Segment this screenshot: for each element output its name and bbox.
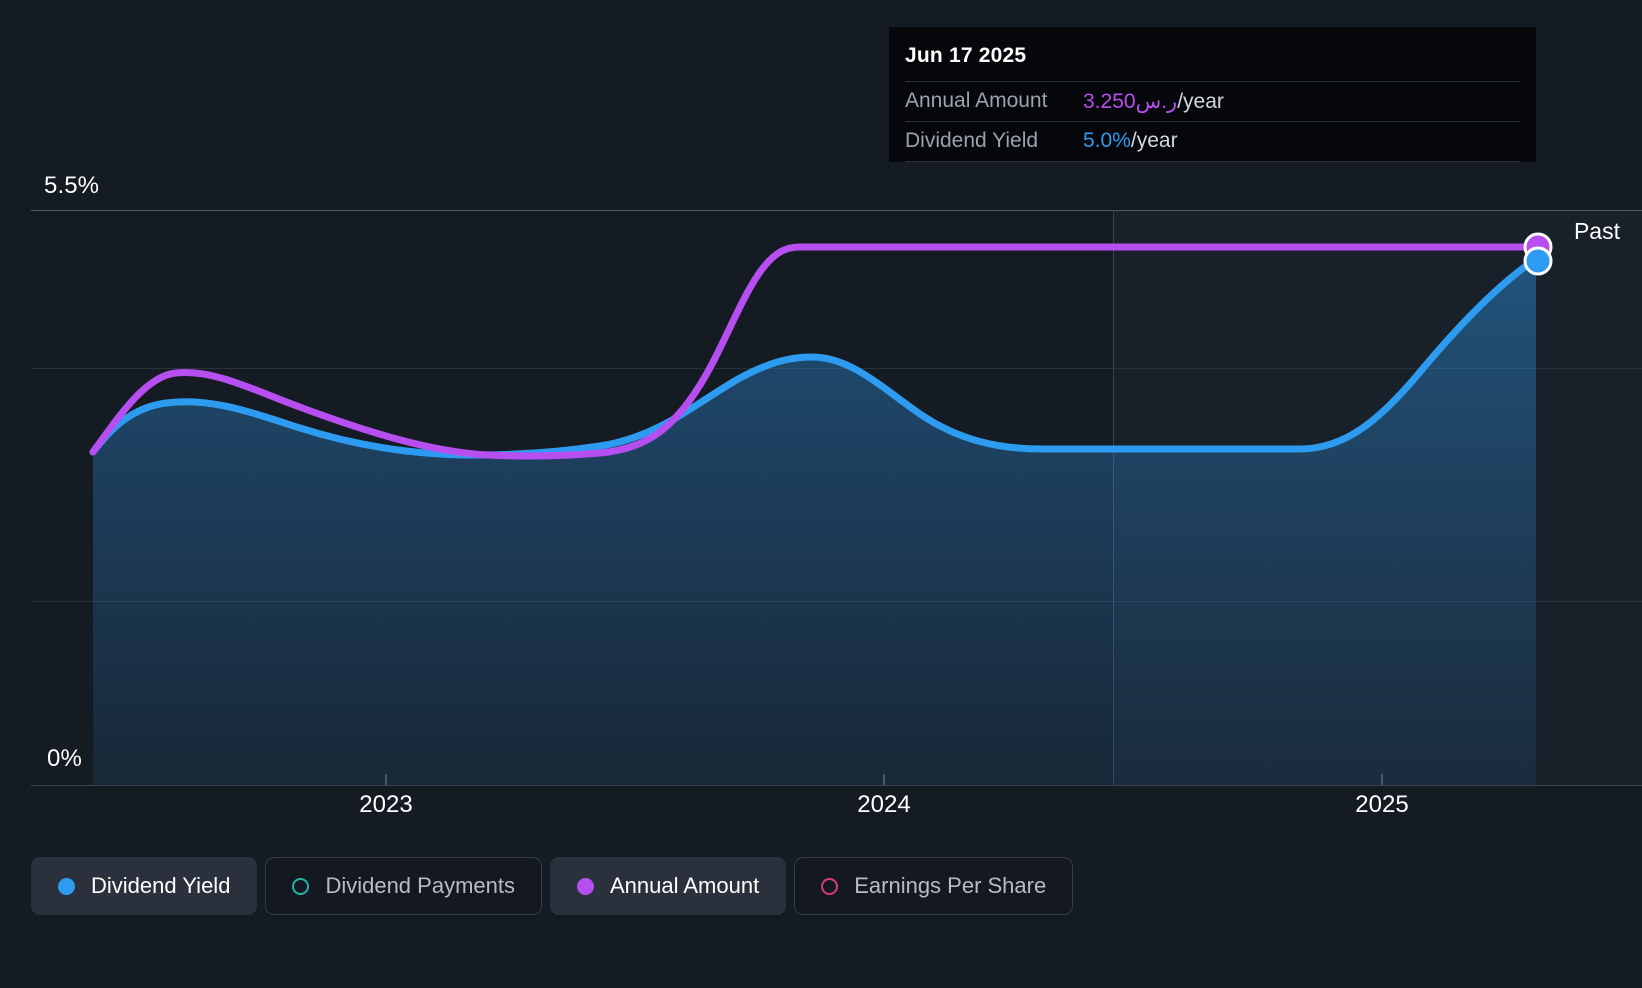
legend-item-annual-amount[interactable]: Annual Amount	[549, 857, 787, 915]
x-axis-label-2025: 2025	[1355, 791, 1409, 818]
x-axis-label-2023: 2023	[359, 791, 413, 818]
tooltip-value-annual-amount: 3.250ر.س/year	[1083, 89, 1224, 114]
annual-amount-line	[89, 243, 1540, 460]
series-endpoints	[1523, 232, 1553, 276]
x-axis-label-2024: 2024	[857, 791, 911, 818]
legend-item-dividend-payments[interactable]: Dividend Payments	[265, 857, 542, 915]
tooltip-number-annual-amount: 3.250ر.س	[1083, 89, 1178, 113]
tooltip-date: Jun 17 2025	[905, 44, 1027, 67]
legend-dot-icon-dividend-payments	[292, 877, 310, 895]
chart-tooltip: Jun 17 2025 Annual Amount 3.250ر.س/year …	[889, 27, 1536, 162]
y-axis-label-min: 0%	[47, 745, 82, 772]
tooltip-label-annual-amount: Annual Amount	[905, 89, 1048, 112]
tooltip-number-dividend-yield: 5.0%	[1083, 129, 1131, 152]
legend-label-earnings-per-share: Earnings Per Share	[854, 873, 1047, 898]
dividend-yield-line	[89, 255, 1540, 459]
past-band-label: Past	[1573, 218, 1620, 244]
legend-dot-icon-annual-amount	[576, 877, 594, 895]
dividend-yield-endpoint	[1523, 246, 1553, 276]
legend-dot-icon-earnings-per-share	[821, 877, 839, 895]
tooltip-unit-annual-amount: /year	[1177, 89, 1224, 113]
tooltip-unit-dividend-yield: /year	[1130, 129, 1178, 152]
tooltip-value-dividend-yield: 5.0%/year	[1083, 129, 1178, 153]
tooltip-label-dividend-yield: Dividend Yield	[905, 129, 1039, 152]
tooltip-row-annual-amount: Annual Amount 3.250ر.س/year	[905, 81, 1520, 121]
legend-label-annual-amount: Annual Amount	[609, 873, 760, 898]
chart-legend: Dividend Yield Dividend Payments Annual …	[31, 857, 1074, 915]
legend-label-dividend-yield: Dividend Yield	[91, 873, 231, 898]
y-axis-label-max: 5.5%	[44, 172, 100, 199]
legend-dot-icon-dividend-yield	[58, 877, 75, 895]
tooltip-row-dividend-yield: Dividend Yield 5.0%/year	[905, 121, 1520, 162]
legend-item-earnings-per-share[interactable]: Earnings Per Share	[794, 857, 1074, 915]
legend-item-dividend-yield[interactable]: Dividend Yield	[31, 857, 258, 915]
dividend-yield-area	[93, 259, 1536, 785]
legend-label-dividend-payments: Dividend Payments	[325, 873, 515, 898]
